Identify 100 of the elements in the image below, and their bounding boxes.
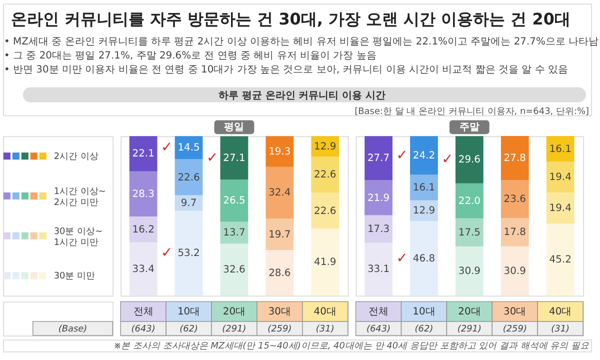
- data-label: 30.9: [458, 266, 481, 277]
- bar: [266, 136, 294, 167]
- bar: [546, 192, 574, 224]
- data-label: 17.8: [504, 227, 526, 238]
- bar: [220, 180, 248, 222]
- data-label: 22.6: [314, 170, 336, 181]
- text: (291): [457, 324, 482, 334]
- text: [Base:한 달 내 온라인 커뮤니티 이용자, n=643, 단위:%]: [354, 107, 590, 118]
- bar: [311, 192, 340, 229]
- text: (643): [366, 324, 391, 334]
- bar: [500, 218, 529, 246]
- data-label: 23.6: [504, 194, 526, 206]
- data-label: 22.6: [314, 206, 336, 217]
- annotation: ✓: [206, 150, 218, 166]
- data-label: 22.6: [178, 172, 200, 184]
- annotation: ✓: [442, 152, 454, 168]
- data-label: 22.1: [132, 148, 154, 160]
- legend-label: 2시간 이상: [54, 152, 98, 162]
- x-axis-title: (Base): [58, 324, 88, 334]
- legend-label: 1시간 이상~2시간 미만: [54, 186, 106, 208]
- text: (31): [316, 324, 334, 334]
- bar: [220, 136, 248, 180]
- text: (259): [502, 324, 527, 334]
- data-label: 45.2: [549, 254, 572, 266]
- bar: [174, 136, 203, 160]
- bar: [266, 166, 294, 219]
- chart-title: 평일: [224, 122, 244, 134]
- category-label: 20대: [222, 306, 246, 318]
- bar: [364, 215, 392, 243]
- legend-label: 30분 미만: [54, 272, 96, 282]
- data-label: 19.4: [549, 172, 572, 184]
- bar: [266, 218, 294, 250]
- category-label: 10대: [412, 306, 436, 318]
- text: (62): [180, 324, 198, 334]
- data-label: 28.3: [132, 188, 154, 200]
- category-label: 40대: [548, 306, 572, 318]
- bar: [364, 180, 392, 216]
- bar: [500, 246, 529, 296]
- data-label: 24.2: [412, 150, 436, 162]
- bar: [129, 216, 158, 242]
- text: • 그 중 20대는 평일 27.1%, 주말 29.6%로 전 연령 중 헤비 유저 비율이 가장 높음: [4, 50, 376, 62]
- data-label: 28.6: [268, 268, 291, 279]
- bar: [500, 180, 529, 218]
- bar: [129, 171, 158, 217]
- text: • 반면 30분 미만 이용자 비율은 전 연령 중 10대가 가장 높은 것으로 보아, 커뮤니티 이용 시간이 비교적 짧은 것을 알 수 있음: [4, 64, 568, 76]
- category-label: 전체: [133, 306, 154, 318]
- data-label: 29.6: [458, 154, 481, 166]
- text: 온라인 커뮤니티를 자주 방문하는 건 30대, 가장 오랜 시간 이용하는 건 20대: [10, 10, 570, 29]
- data-label: 41.9: [314, 257, 336, 268]
- data-label: 22.0: [458, 196, 481, 207]
- data-label: 12.9: [314, 141, 336, 152]
- bar: [410, 220, 438, 296]
- bar: [364, 242, 392, 296]
- data-label: 19.4: [549, 203, 572, 214]
- data-label: 13.7: [223, 228, 246, 239]
- bar: [311, 228, 340, 296]
- data-label: 53.2: [178, 248, 200, 260]
- category-label: 40대: [314, 306, 336, 318]
- bar: [455, 183, 484, 218]
- data-label: 26.5: [223, 196, 246, 207]
- data-label: 16.1: [412, 182, 436, 194]
- data-label: 16.1: [549, 144, 572, 155]
- bar: [266, 250, 294, 296]
- text: (31): [551, 324, 570, 334]
- chart-title: 주말: [459, 122, 480, 134]
- category-label: 10대: [177, 306, 200, 318]
- text: (259): [268, 324, 292, 334]
- data-label: 9.7: [180, 198, 197, 210]
- category-label: 30대: [268, 306, 292, 318]
- data-label: 27.7: [367, 153, 390, 164]
- bar: [129, 242, 158, 296]
- category-label: 전체: [368, 306, 389, 318]
- bar: [311, 156, 340, 193]
- data-label: 27.8: [504, 153, 526, 164]
- annotation: ✓: [161, 245, 173, 262]
- bar: [174, 159, 203, 196]
- text: (643): [131, 324, 156, 334]
- bar: [546, 162, 574, 193]
- bar: [410, 136, 438, 175]
- bar: [220, 244, 248, 296]
- data-label: 19.7: [268, 229, 291, 240]
- text: 하루 평균 온라인 커뮤니티 이용 시간: [218, 90, 386, 102]
- text: • MZ세대 중 온라인 커뮤니티를 하루 평균 2시간 이상 이용하는 헤비 유저 비율은 평일에는 22.1%이고 주말에는 27.7%으로 나타남: [4, 36, 599, 48]
- bar: [364, 136, 392, 180]
- data-label: 14.5: [178, 142, 200, 154]
- data-label: 19.3: [268, 146, 291, 158]
- data-label: 33.4: [132, 264, 154, 275]
- bar: [455, 246, 484, 296]
- category-label: 20대: [458, 306, 481, 318]
- data-label: 46.8: [412, 253, 436, 264]
- bar: [455, 218, 484, 246]
- annotation: ✓: [396, 250, 408, 266]
- data-label: 32.4: [268, 188, 291, 199]
- data-label: 27.1: [223, 152, 246, 164]
- bar: [546, 224, 574, 296]
- bar: [455, 136, 484, 184]
- bar: [174, 210, 203, 296]
- bar: [500, 136, 529, 180]
- text: (291): [222, 324, 246, 334]
- annotation: ✓: [396, 147, 408, 164]
